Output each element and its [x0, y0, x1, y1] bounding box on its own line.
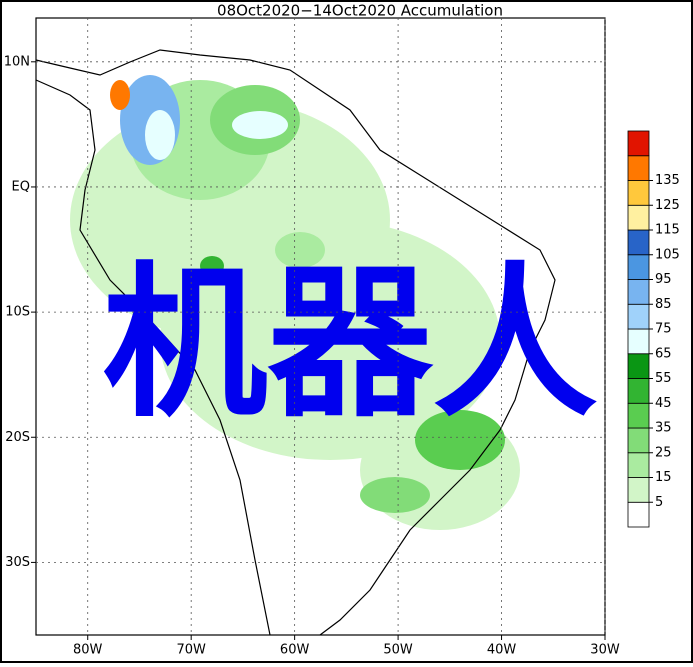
x-tick-label: 60W	[280, 643, 310, 658]
colorbar-label: 115	[655, 223, 680, 238]
colorbar-swatch	[627, 477, 650, 503]
map-title: 08Oct2020−14Oct2020 Accumulation	[217, 2, 503, 20]
colorbar-swatch	[627, 229, 650, 256]
colorbar-swatch	[627, 204, 650, 231]
colorbar-label: 75	[655, 322, 672, 337]
colorbar-label: 65	[655, 346, 672, 361]
colorbar-swatch	[627, 402, 650, 429]
colorbar-label: 15	[655, 470, 672, 485]
colorbar-swatch	[627, 378, 650, 404]
overlay-watermark: 机器人	[103, 247, 598, 439]
colorbar-label: 135	[655, 173, 680, 188]
coastline	[35, 49, 556, 636]
coastline	[35, 79, 271, 636]
colorbar-label: 55	[655, 371, 672, 386]
colorbar-swatch	[627, 130, 650, 157]
colorbar-label: 125	[655, 198, 680, 213]
colorbar-label: 95	[655, 272, 672, 287]
x-tick-label: 80W	[73, 643, 103, 658]
colorbar-swatch	[627, 452, 650, 478]
colorbar-swatch	[627, 303, 650, 330]
colorbar-label: 105	[655, 247, 680, 262]
y-tick-label: EQ	[12, 179, 30, 194]
x-tick-label: 40W	[487, 643, 517, 658]
colorbar-label: 85	[655, 297, 672, 312]
colorbar-swatch	[627, 427, 650, 454]
y-tick-label: 20S	[5, 430, 30, 445]
y-tick-label: 10N	[4, 54, 30, 69]
colorbar-swatch	[627, 501, 650, 528]
y-tick-label: 30S	[5, 555, 30, 570]
colorbar-label: 25	[655, 445, 672, 460]
precip-field	[70, 75, 520, 530]
colorbar-label: 35	[655, 421, 672, 436]
colorbar-swatch	[627, 279, 650, 305]
colorbar-label: 45	[655, 396, 672, 411]
colorbar-swatch	[627, 155, 650, 181]
colorbar-swatch	[627, 254, 650, 280]
x-tick-label: 70W	[176, 643, 206, 658]
x-tick-label: 30W	[590, 643, 620, 658]
colorbar-label: 5	[655, 495, 663, 510]
x-tick-label: 50W	[383, 643, 413, 658]
colorbar-swatch	[627, 180, 650, 206]
y-tick-label: 10S	[5, 305, 30, 320]
map-frame	[35, 17, 606, 636]
colorbar-swatch	[627, 353, 650, 379]
colorbar-swatch	[627, 328, 650, 355]
